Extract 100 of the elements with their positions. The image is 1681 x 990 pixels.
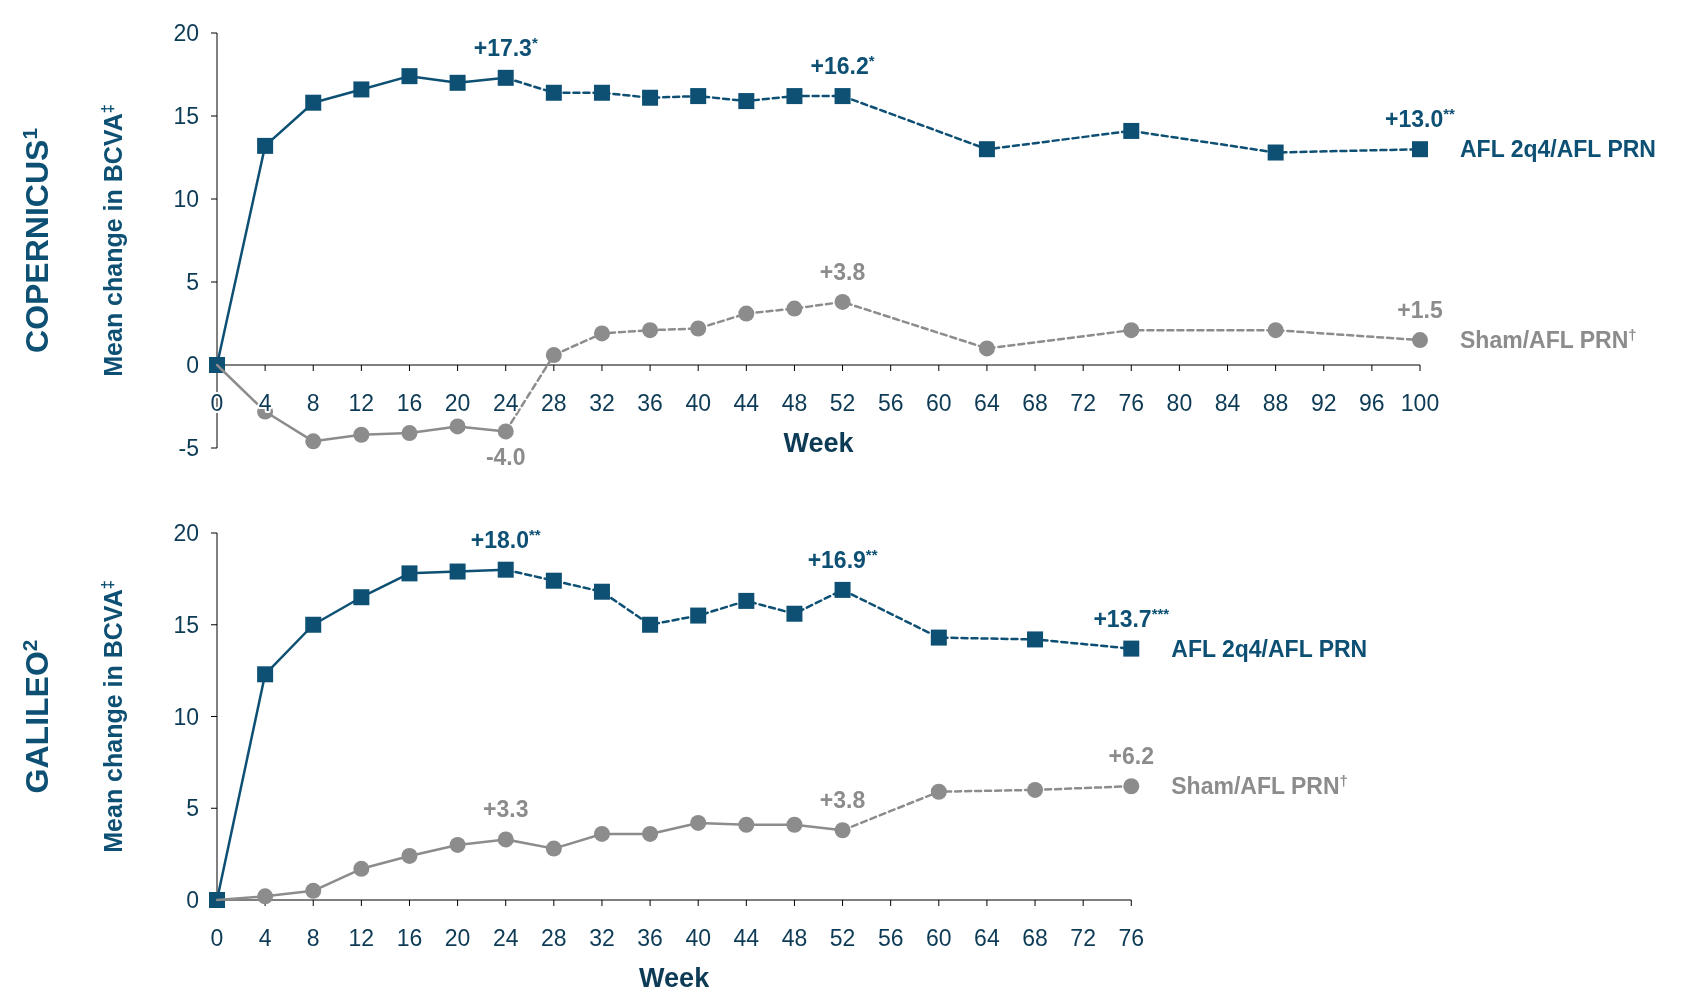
point bbox=[305, 94, 322, 111]
series-label: Sham/AFL PRN$^{†}$ bbox=[1171, 771, 1348, 800]
annotation: +1.5 bbox=[1397, 297, 1443, 324]
point bbox=[690, 814, 707, 831]
x-tick-label: 24 bbox=[492, 390, 519, 416]
annotation: +18.0$^{**}$ bbox=[470, 525, 541, 553]
x-tick-label: 96 bbox=[1359, 390, 1385, 416]
point bbox=[978, 141, 995, 158]
point bbox=[786, 605, 803, 622]
x-tick-label: 0 bbox=[210, 390, 224, 416]
point bbox=[930, 629, 947, 646]
x-tick-label: 12 bbox=[348, 390, 375, 416]
series-label: AFL 2q4/AFL PRN bbox=[1171, 635, 1368, 662]
point bbox=[209, 357, 225, 373]
y-tick-label: 10 bbox=[173, 703, 199, 730]
point bbox=[401, 68, 418, 85]
x-tick-label: 24 bbox=[492, 925, 519, 951]
point bbox=[738, 305, 755, 322]
point bbox=[449, 74, 466, 91]
point bbox=[449, 563, 466, 580]
x-tick-label: 52 bbox=[829, 390, 856, 416]
point bbox=[786, 300, 803, 317]
x-tick-label: 92 bbox=[1310, 390, 1337, 416]
point bbox=[593, 325, 610, 342]
annotation: +3.8 bbox=[819, 787, 866, 814]
x-tick-label: 4 bbox=[258, 925, 272, 951]
y-tick-label: -5 bbox=[178, 435, 199, 461]
x-tick-label: 72 bbox=[1070, 925, 1096, 951]
point bbox=[786, 88, 803, 105]
point bbox=[1123, 778, 1140, 795]
x-tick-label: 16 bbox=[396, 925, 423, 951]
x-tick-label: 68 bbox=[1022, 390, 1048, 416]
x-tick-label: 64 bbox=[974, 925, 1000, 951]
point bbox=[738, 93, 755, 110]
x-tick-label: 72 bbox=[1070, 390, 1096, 416]
y-tick-label: 10 bbox=[173, 186, 199, 212]
point bbox=[1412, 332, 1428, 349]
y-tick-label: 5 bbox=[186, 795, 199, 822]
point bbox=[930, 783, 947, 800]
annotation: +3.8 bbox=[819, 258, 866, 285]
point bbox=[353, 589, 370, 606]
point bbox=[978, 340, 995, 357]
point bbox=[593, 825, 610, 842]
annotation: +16.2$^{*}$ bbox=[810, 51, 875, 80]
x-tick-label: 32 bbox=[589, 925, 615, 951]
point bbox=[690, 88, 707, 105]
point bbox=[738, 816, 755, 833]
x-tick-label: 52 bbox=[829, 925, 856, 951]
point bbox=[257, 888, 274, 905]
series-label: Sham/AFL PRN$^{†}$ bbox=[1460, 325, 1637, 354]
point bbox=[1027, 631, 1044, 648]
point bbox=[1123, 322, 1140, 339]
point bbox=[593, 583, 610, 600]
annotation: +13.0$^{**}$ bbox=[1385, 104, 1456, 133]
x-tick-label: 28 bbox=[541, 390, 567, 416]
point bbox=[593, 84, 610, 101]
point bbox=[353, 860, 370, 877]
point bbox=[738, 592, 755, 609]
point bbox=[401, 565, 418, 582]
x-tick-label: 28 bbox=[541, 925, 567, 951]
y-tick-label: 20 bbox=[173, 520, 199, 546]
annotation: +6.2 bbox=[1108, 743, 1154, 770]
x-tick-label: 40 bbox=[685, 925, 711, 951]
point bbox=[497, 69, 514, 86]
annotation: +17.3$^{*}$ bbox=[473, 33, 538, 61]
y-tick-label: 20 bbox=[173, 20, 199, 46]
point bbox=[401, 847, 418, 864]
x-tick-label: 76 bbox=[1118, 390, 1145, 416]
x-tick-label: 80 bbox=[1166, 390, 1193, 416]
point bbox=[449, 836, 466, 853]
point bbox=[545, 572, 562, 589]
point bbox=[1412, 141, 1428, 158]
point bbox=[497, 561, 514, 578]
point bbox=[401, 425, 418, 442]
y-tick-label: 15 bbox=[173, 103, 199, 129]
point bbox=[257, 666, 274, 683]
point bbox=[1267, 144, 1284, 161]
point bbox=[1267, 322, 1284, 339]
series-label: AFL 2q4/AFL PRN bbox=[1460, 136, 1656, 163]
x-tick-label: 20 bbox=[444, 390, 471, 416]
point bbox=[642, 616, 659, 633]
x-tick-label: 8 bbox=[306, 925, 320, 951]
x-tick-label: 68 bbox=[1022, 925, 1048, 951]
point bbox=[353, 426, 370, 443]
point bbox=[209, 892, 225, 908]
point bbox=[642, 322, 659, 339]
x-tick-label: 36 bbox=[637, 925, 663, 951]
point bbox=[257, 137, 274, 154]
point bbox=[642, 89, 659, 106]
point bbox=[786, 816, 803, 833]
x-tick-label: 16 bbox=[396, 390, 423, 416]
annotation: -4.0 bbox=[485, 444, 526, 471]
x-tick-label: 20 bbox=[444, 925, 471, 951]
y-tick-label: 5 bbox=[186, 269, 199, 295]
point bbox=[690, 320, 707, 337]
x-tick-label: 60 bbox=[926, 390, 952, 416]
x-tick-label: 0 bbox=[210, 925, 224, 951]
point bbox=[497, 831, 514, 848]
x-tick-label: 12 bbox=[348, 925, 375, 951]
x-tick-label: 44 bbox=[733, 925, 760, 951]
